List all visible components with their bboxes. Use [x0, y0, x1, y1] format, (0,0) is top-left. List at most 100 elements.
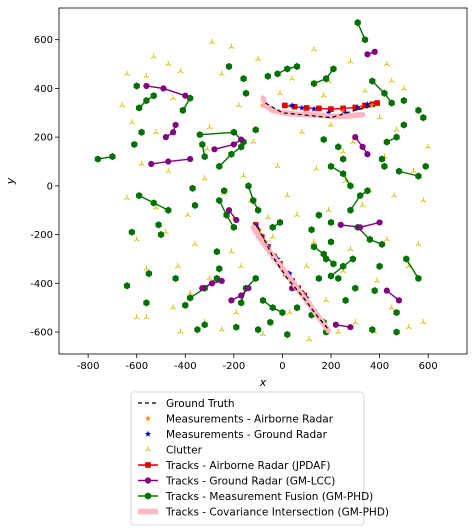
clutter-point: [123, 70, 131, 76]
tracks-ground-radar-gm-lcc-track-point: [230, 141, 237, 148]
ground-truth-path: [265, 102, 375, 119]
tracks-ground-radar-gm-lcc-track-point: [162, 134, 169, 141]
clutter-point: [177, 328, 184, 335]
tracks-measurement-fusion-gm-phd-track-point: [223, 211, 230, 219]
tracks-measurement-fusion-gm-phd-track-point: [216, 265, 223, 273]
legend-label: Measurements - Airborne Radar: [166, 413, 334, 425]
tracks-measurement-fusion-gm-phd-track-point: [293, 304, 301, 312]
tracks-measurement-fusion-gm-phd-track-point: [252, 126, 259, 134]
clutter-point: [410, 168, 417, 174]
tracks-measurement-fusion-gm-phd-track-point: [123, 282, 131, 290]
tracks-measurement-fusion-gm-phd-track-point: [131, 140, 138, 149]
clutter-point: [320, 92, 327, 98]
tracks-measurement-fusion-gm-phd-track-point: [335, 143, 342, 151]
tracks-ground-radar-gm-lcc-track-point: [376, 219, 383, 226]
tracks-ground-radar-gm-lcc-track-point: [238, 292, 245, 299]
clutter-point: [255, 55, 262, 62]
tracks-measurement-fusion-gm-phd-track-point: [143, 299, 150, 307]
clutter-point: [383, 60, 390, 67]
y-axis-ticks: -600 -400 -200 0 200 400 600: [30, 35, 59, 339]
x-tick-label: -600: [125, 361, 148, 372]
tracks-measurement-fusion-gm-phd-track-point: [371, 287, 378, 295]
clutter-point: [352, 319, 359, 325]
tracks-measurement-fusion-gm-phd-track-point: [369, 77, 376, 85]
tracks-measurement-fusion-gm-phd-track-point: [165, 206, 172, 214]
tracks-ground-radar-gm-lcc-track-point: [357, 224, 364, 231]
tracks-measurement-fusion-gm-phd-track-point: [347, 182, 354, 190]
legend-label: Tracks - Airborne Radar (JPDAF): [165, 460, 331, 472]
tracks-ground-radar-gm-lcc-track-point: [228, 297, 235, 304]
legend-label: Ground Truth: [166, 398, 235, 410]
clutter-point: [306, 336, 313, 342]
tracks-measurement-fusion-gm-phd-track-point: [327, 272, 335, 280]
tracks-measurement-fusion-gm-phd-track-point: [330, 260, 337, 268]
tracks-airborne-radar-jpdaf-track-point: [362, 102, 368, 109]
clutter-point: [165, 60, 172, 67]
y-tick-label: 200: [34, 133, 53, 144]
clutter-point: [425, 143, 432, 149]
tracks-measurement-fusion-gm-phd-track-point: [128, 228, 135, 236]
tracks-ground-radar-gm-lcc-track-point: [182, 92, 189, 99]
clutter-point: [153, 129, 160, 135]
tracks-measurement-fusion-gm-phd-track-point: [349, 255, 356, 263]
tracks-measurement-fusion-gm-phd-track-point: [364, 187, 371, 195]
clutter-point: [420, 197, 427, 203]
tracks-measurement-fusion-gm-phd-track-point: [267, 318, 274, 326]
tracks-measurement-fusion-gm-phd-track-point: [199, 140, 206, 149]
clutter-point: [269, 233, 276, 240]
tracks-measurement-fusion-gm-phd-track-point: [228, 150, 235, 158]
clutter-point: [374, 277, 381, 283]
tracks-airborne-radar-jpdaf-track-point: [316, 105, 322, 112]
tracks-measurement-fusion-gm-phd-track-point: [187, 294, 194, 302]
clutter-point: [349, 138, 356, 145]
clutter-point: [400, 85, 407, 91]
clutter-point: [276, 90, 284, 96]
tracks-measurement-fusion-gm-phd-track-point: [136, 104, 143, 112]
tracks-measurement-fusion-gm-phd-track-point: [388, 99, 395, 107]
measurements-ground-radar-point: [354, 104, 361, 111]
tracks-measurement-fusion-gm-phd-track-point: [393, 308, 400, 317]
clutter-point: [250, 138, 257, 145]
clutter-point: [187, 289, 194, 296]
tracks-measurement-fusion-gm-phd-track-point: [327, 218, 335, 227]
tracks-measurement-fusion-gm-phd-track-point: [238, 299, 245, 307]
clutter-point: [133, 236, 140, 242]
legend-item-measurements-ground-radar: Measurements - Ground Radar: [144, 429, 328, 441]
clutter-point: [165, 168, 172, 174]
y-tick-label: 600: [34, 35, 53, 46]
tracks-measurement-fusion-gm-phd-track-point: [259, 296, 267, 304]
tracks-measurement-fusion-gm-phd-track-point: [150, 199, 157, 207]
tracks-ground-radar-gm-lcc-track-point: [352, 134, 359, 141]
clutter-point: [415, 241, 422, 247]
clutter-point: [264, 214, 271, 220]
tracks-measurement-fusion-gm-phd-track-point: [315, 274, 322, 283]
x-axis-label: x: [259, 376, 267, 389]
tracks-measurement-fusion-gm-phd-track-point: [315, 211, 322, 219]
tracks-measurement-fusion-gm-phd-track-point: [143, 96, 150, 105]
measurements-ground-radar-point: [364, 101, 371, 107]
tracks-ground-radar-gm-lcc-track-point: [218, 277, 225, 285]
plot-frame: [58, 7, 468, 355]
tracks-measurement-fusion-gm-phd-track-line: [405, 258, 420, 280]
tracks-measurement-fusion-gm-phd-track-point: [284, 65, 291, 73]
clutter-point: [347, 246, 354, 252]
y-tick-label: 400: [34, 84, 53, 95]
measurements-ground-radar-point: [289, 102, 296, 109]
legend: Ground Truth Measurements - Airborne Rada…: [130, 391, 389, 526]
tracks-measurement-fusion-gm-phd-track-point: [327, 162, 335, 170]
clutter-point: [143, 265, 150, 271]
clutter-point: [119, 102, 126, 108]
clutter-point: [177, 68, 184, 74]
clutter-point: [153, 204, 160, 210]
tracks-measurement-fusion-gm-phd-track-point: [238, 143, 245, 151]
tracks-measurement-fusion-gm-phd-track-point: [225, 62, 233, 71]
clutter-point: [298, 129, 305, 135]
tracks-measurement-fusion-gm-phd-track-point: [274, 70, 281, 78]
tracks-measurement-fusion-gm-phd-track-point: [400, 121, 407, 129]
tracks-measurement-fusion-gm-phd-track-point: [255, 206, 262, 214]
tracks-ground-radar-gm-lcc-track-point: [208, 280, 216, 287]
tracks-measurement-fusion-gm-phd-track-point: [340, 155, 347, 163]
clutter-point: [238, 263, 245, 269]
clutter-point: [123, 194, 131, 201]
tracks-ground-radar-gm-lcc-track-point: [337, 221, 344, 228]
